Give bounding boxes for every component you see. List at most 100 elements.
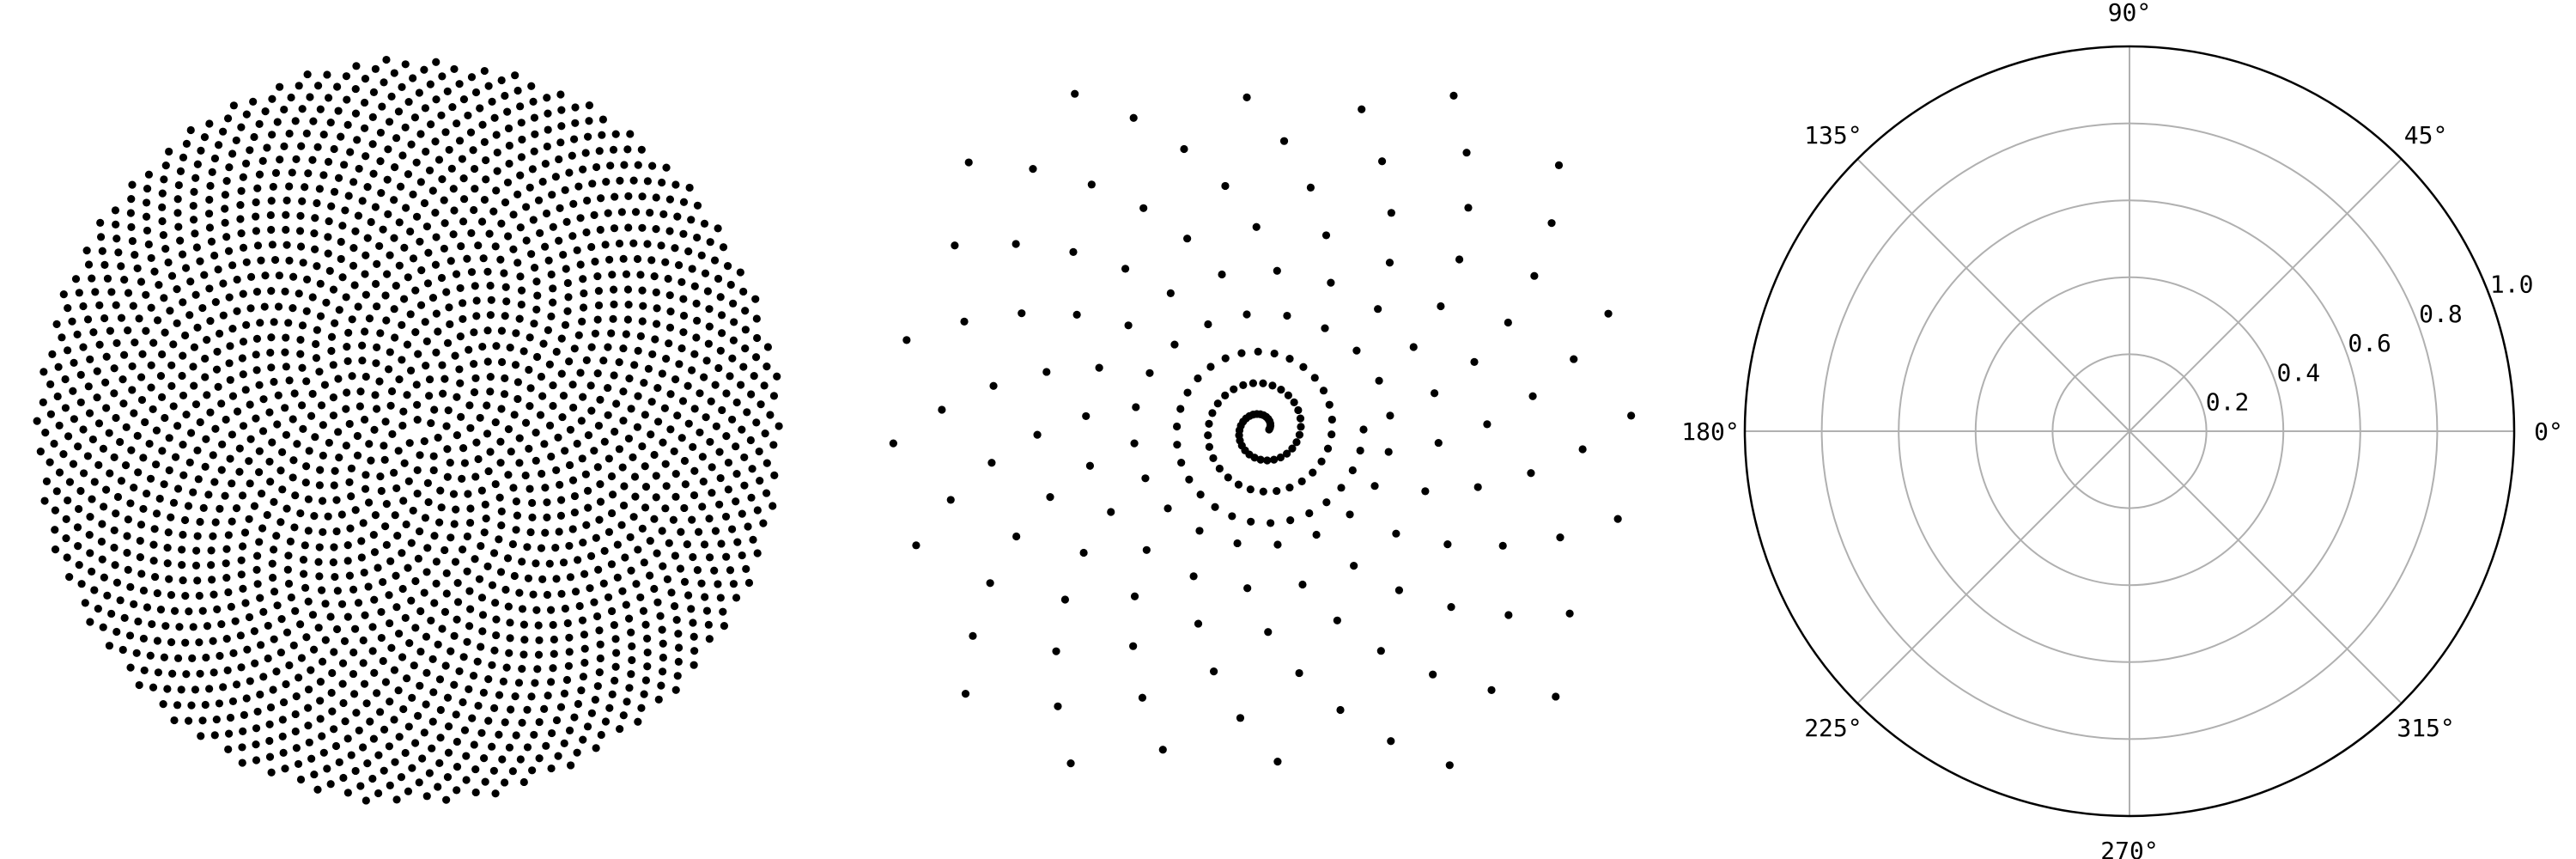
scatter-point <box>327 346 336 356</box>
scatter-point <box>1279 137 1289 145</box>
scatter-point <box>544 326 553 334</box>
scatter-point <box>409 254 418 263</box>
scatter-point <box>579 393 587 401</box>
scatter-point <box>149 683 158 691</box>
scatter-point <box>267 225 276 235</box>
scatter-point <box>470 740 478 749</box>
scatter-point <box>557 106 566 114</box>
scatter-point <box>470 205 478 215</box>
scatter-point <box>274 391 283 399</box>
scatter-point <box>292 744 301 752</box>
angular-grid-line <box>1856 158 2130 432</box>
scatter-point <box>197 146 205 155</box>
scatter-point <box>420 65 428 74</box>
scatter-point <box>661 258 670 266</box>
scatter-point <box>484 675 493 684</box>
scatter-point <box>763 343 773 351</box>
scatter-point <box>529 590 538 599</box>
scatter-point <box>661 460 670 468</box>
scatter-point <box>556 90 565 99</box>
scatter-point <box>600 546 609 556</box>
scatter-point <box>1237 349 1246 357</box>
scatter-point <box>137 570 146 578</box>
scatter-point <box>102 404 111 412</box>
scatter-point <box>477 217 487 226</box>
scatter-point <box>219 127 228 136</box>
scatter-point <box>398 151 407 160</box>
scatter-point <box>583 722 592 731</box>
scatter-point <box>297 654 307 662</box>
scatter-point <box>440 196 448 204</box>
scatter-point <box>486 373 495 381</box>
scatter-point <box>535 636 544 644</box>
scatter-point <box>678 397 688 405</box>
scatter-point <box>427 120 435 129</box>
scatter-point <box>69 460 78 468</box>
scatter-point <box>354 211 363 220</box>
scatter-point <box>210 154 220 163</box>
scatter-point <box>619 501 629 510</box>
scatter-point <box>127 194 136 204</box>
scatter-point <box>620 482 629 490</box>
scatter-point <box>593 463 602 472</box>
scatter-point <box>1504 318 1512 327</box>
scatter-point <box>328 707 337 716</box>
scatter-point <box>773 372 781 381</box>
scatter-point <box>363 759 372 768</box>
scatter-point <box>423 279 433 288</box>
scatter-point <box>178 545 186 554</box>
scatter-point <box>693 316 702 325</box>
scatter-point <box>738 425 746 434</box>
scatter-point <box>729 299 738 308</box>
scatter-point <box>706 238 714 247</box>
scatter-point <box>597 194 605 203</box>
scatter-point <box>569 135 579 143</box>
scatter-point <box>674 630 683 638</box>
scatter-point <box>309 117 318 125</box>
scatter-point <box>563 278 572 288</box>
scatter-point <box>65 478 75 486</box>
scatter-point <box>387 92 396 101</box>
scatter-point <box>98 520 106 528</box>
scatter-point <box>130 409 138 417</box>
scatter-point <box>257 256 265 265</box>
scatter-point <box>61 375 70 384</box>
scatter-point <box>120 276 129 284</box>
scatter-point <box>541 160 550 168</box>
scatter-point <box>155 281 163 289</box>
scatter-point <box>636 271 645 279</box>
scatter-point <box>537 372 546 381</box>
scatter-point <box>544 256 553 265</box>
scatter-point <box>246 400 254 409</box>
scatter-point <box>51 526 59 534</box>
scatter-point <box>159 231 167 240</box>
scatter-point <box>238 354 246 362</box>
scatter-point <box>100 573 108 582</box>
scatter-point <box>500 390 509 399</box>
scatter-point <box>305 738 313 746</box>
scatter-point <box>373 405 381 413</box>
scatter-point <box>270 318 278 326</box>
scatter-point <box>634 545 642 554</box>
scatter-point <box>596 640 605 649</box>
scatter-point <box>424 248 433 257</box>
scatter-point <box>746 436 755 445</box>
scatter-point <box>221 491 229 500</box>
scatter-point <box>281 404 289 412</box>
scatter-point <box>329 558 337 567</box>
scatter-point <box>191 174 200 182</box>
scatter-point <box>555 236 563 245</box>
scatter-point <box>326 780 335 789</box>
scatter-point <box>94 604 102 613</box>
scatter-point <box>300 570 308 578</box>
scatter-point <box>470 360 478 369</box>
scatter-point <box>741 307 750 315</box>
scatter-point <box>693 566 702 575</box>
scatter-point <box>1554 161 1564 169</box>
scatter-point <box>310 512 319 521</box>
scatter-point <box>552 575 561 583</box>
scatter-point <box>221 204 229 213</box>
scatter-point <box>369 531 378 539</box>
scatter-point <box>624 301 633 309</box>
scatter-point <box>371 203 380 211</box>
